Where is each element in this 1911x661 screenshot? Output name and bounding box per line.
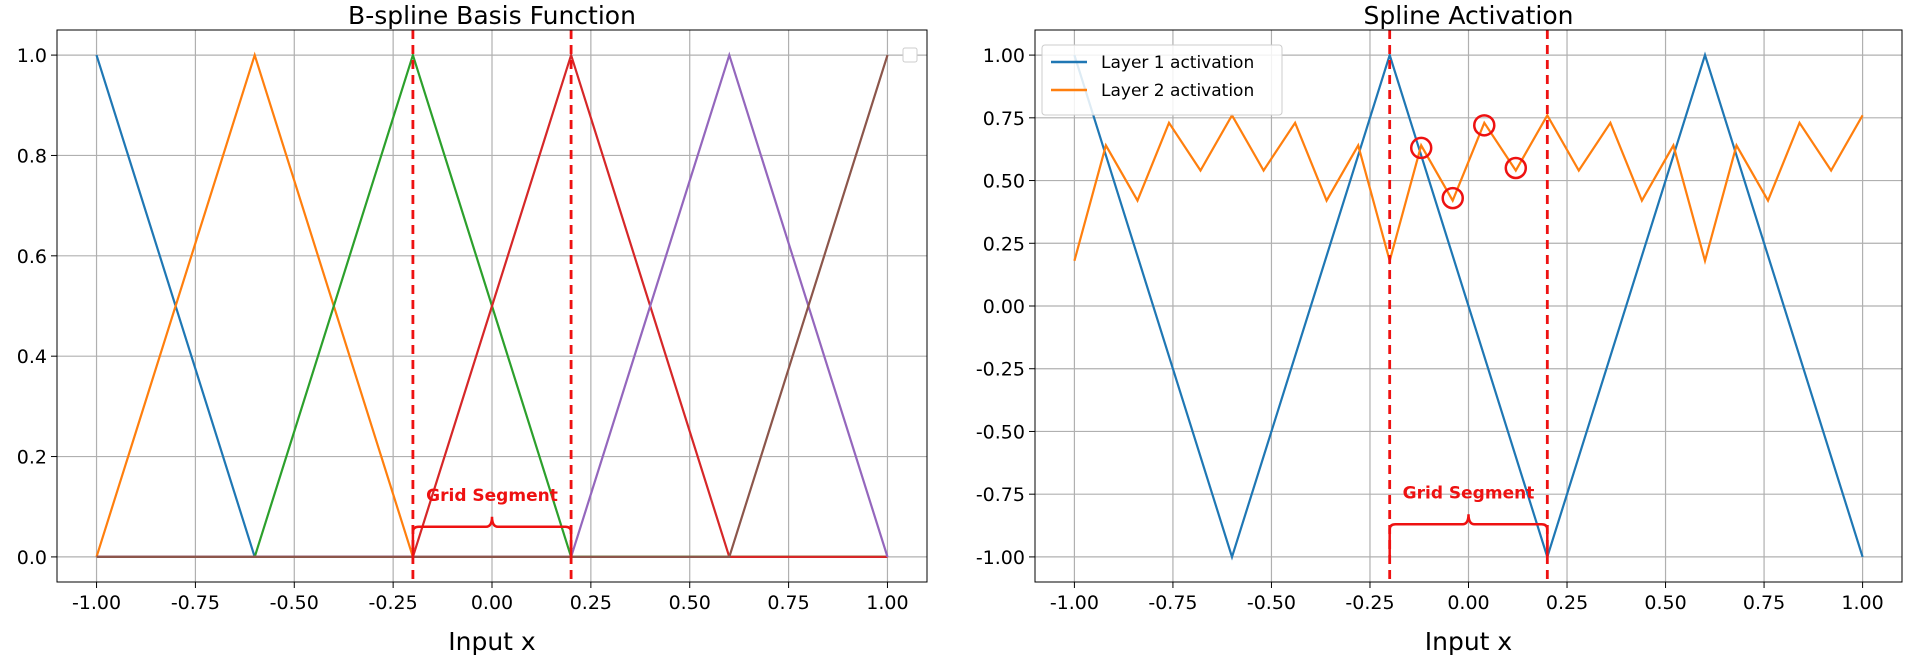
x-tick-label: -1.00 [1050, 592, 1099, 614]
highlight-circle [1473, 114, 1496, 137]
x-ticks: -1.00 -0.75 -0.50 -0.25 0.00 0.25 0.50 0.75 1.00 [72, 582, 909, 614]
grid-segment-label: Grid Segment [1403, 483, 1535, 503]
x-tick-label: -0.25 [369, 592, 418, 614]
y-tick-label: -0.75 [976, 484, 1025, 506]
basis-function-panel: Grid Segment -1.00 -0.75 -0.50 -0.25 0.00 0.2… [17, 1, 928, 656]
y-tick-label: 0.0 [17, 547, 47, 569]
segment-boundaries [1388, 30, 1549, 582]
x-tick-label: -0.50 [270, 592, 319, 614]
chart-title: Spline Activation [1364, 1, 1574, 30]
x-tick-label: 0.00 [1447, 592, 1489, 614]
x-tick-label: 1.00 [866, 592, 908, 614]
x-tick-label: -1.00 [72, 592, 121, 614]
grid-segment-annotation: Grid Segment [411, 486, 573, 557]
x-tick-label: 0.75 [1743, 592, 1785, 614]
x-tick-label: -0.50 [1247, 592, 1296, 614]
highlight-circles [1409, 114, 1528, 210]
legend-label-layer-2: Layer 2 activation [1101, 81, 1254, 101]
x-tick-label: 0.25 [570, 592, 612, 614]
y-tick-label: 1.00 [983, 45, 1025, 67]
spline-activation-panel: Grid Segment -1.00 -0.75 -0.50 -0.25 0.00 0.2… [976, 1, 1903, 656]
series-line-layer-2-activation [1073, 113, 1864, 265]
y-tick-label: -1.00 [976, 547, 1025, 569]
y-tick-label: 1.0 [17, 45, 47, 67]
x-tick-label: 0.75 [767, 592, 809, 614]
series-group [1073, 51, 1864, 561]
x-tick-label: 0.50 [669, 592, 711, 614]
legend: Layer 1 activation Layer 2 activation [1041, 44, 1283, 116]
x-ticks: -1.00 -0.75 -0.50 -0.25 0.00 0.25 0.50 0.75 1.00 [1050, 582, 1884, 614]
series-line-layer-1-activation [1073, 51, 1864, 561]
y-tick-label: 0.00 [983, 296, 1025, 318]
highlight-circle [1441, 186, 1464, 210]
y-tick-label: 0.75 [983, 108, 1025, 130]
y-tick-label: -0.50 [976, 421, 1025, 443]
y-tick-label: -0.25 [976, 359, 1025, 381]
y-tick-label: 0.2 [17, 447, 47, 469]
y-tick-label: 0.4 [17, 346, 47, 368]
x-tick-label: 1.00 [1841, 592, 1883, 614]
segment-boundaries [411, 30, 573, 582]
chart-title: B-spline Basis Function [348, 1, 636, 30]
x-tick-label: -0.75 [1148, 592, 1197, 614]
y-tick-label: 0.25 [983, 233, 1025, 255]
grid-segment-brace [1388, 514, 1549, 557]
empty-legend [902, 47, 918, 63]
x-axis-label: Input x [448, 627, 535, 656]
series-group [95, 51, 889, 559]
y-tick-label: 0.50 [983, 171, 1025, 193]
x-tick-label: -0.25 [1345, 592, 1394, 614]
series-line-basis-6 [96, 54, 889, 559]
legend-label-layer-1: Layer 1 activation [1101, 53, 1254, 73]
x-axis-label: Input x [1425, 627, 1512, 656]
highlight-circle [1409, 136, 1433, 160]
highlight-circle [1504, 156, 1528, 180]
x-tick-label: 0.50 [1644, 592, 1686, 614]
x-tick-label: 0.25 [1546, 592, 1588, 614]
grid-segment-brace [411, 516, 573, 557]
x-tick-label: 0.00 [471, 592, 513, 614]
y-ticks: 0.0 0.2 0.4 0.6 0.8 1.0 [17, 45, 57, 569]
y-ticks: -1.00 -0.75 -0.50 -0.25 0.00 0.25 0.50 0.75 1.00 [976, 45, 1035, 569]
legend-box [1041, 44, 1283, 116]
grid-segment-annotation: Grid Segment [1388, 483, 1549, 557]
y-tick-label: 0.8 [17, 145, 47, 167]
x-tick-label: -0.75 [171, 592, 220, 614]
y-tick-label: 0.6 [17, 246, 47, 268]
grid-segment-label: Grid Segment [426, 486, 558, 506]
